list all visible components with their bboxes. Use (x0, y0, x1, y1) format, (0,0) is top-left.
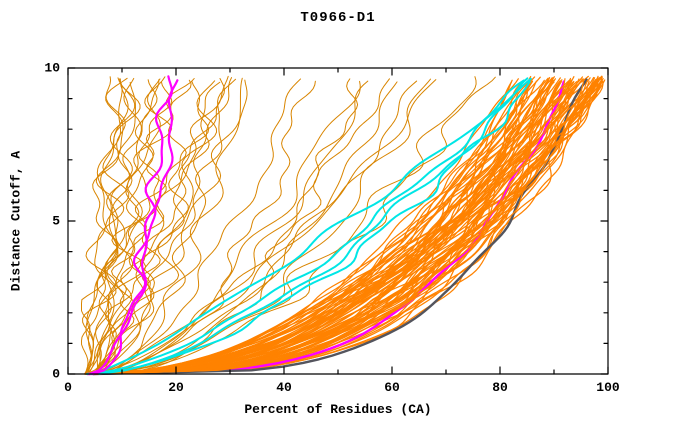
x-tick-label: 20 (168, 380, 184, 395)
y-axis-label: Distance Cutoff, A (8, 150, 24, 292)
x-tick-label: 0 (64, 380, 72, 395)
y-tick-label: 0 (52, 366, 60, 382)
x-axis-label: Percent of Residues (CA) (244, 402, 432, 417)
x-tick-label: 80 (492, 380, 508, 395)
y-tick-label: 10 (44, 60, 60, 76)
x-tick-label: 100 (596, 380, 620, 395)
x-tick-label: 60 (384, 380, 400, 395)
y-tick-label: 5 (52, 213, 60, 229)
chart-title: T0966-D1 (300, 10, 376, 26)
x-tick-label: 40 (276, 380, 292, 395)
